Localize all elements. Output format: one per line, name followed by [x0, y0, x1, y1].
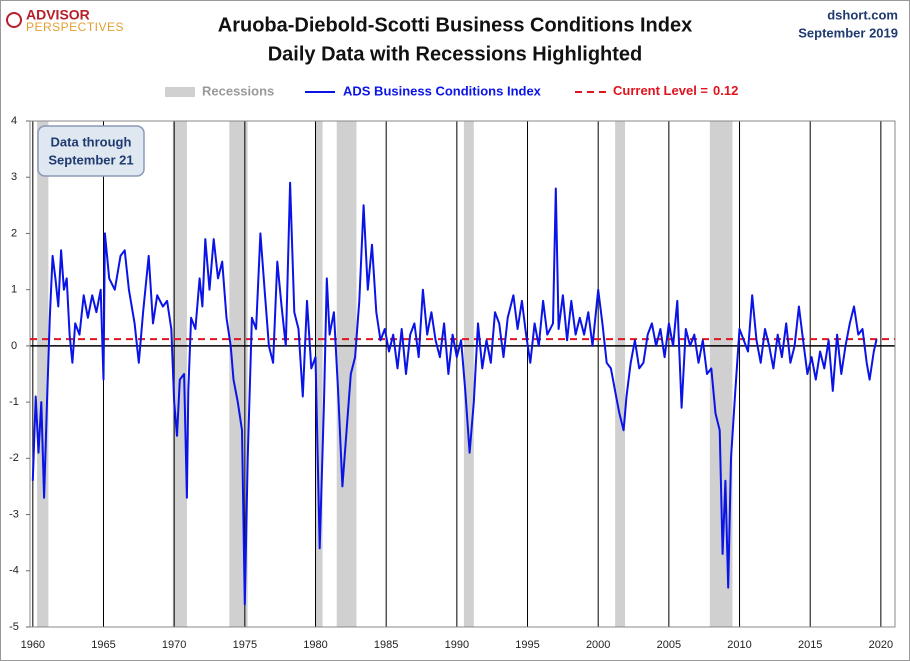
x-tick-label: 1980 — [303, 639, 327, 651]
x-tick-label: 1970 — [162, 639, 186, 651]
logo-bottom: PERSPECTIVES — [26, 20, 124, 34]
chart-title: Aruoba-Diebold-Scotti Business Condition… — [218, 14, 692, 36]
series-line — [31, 181, 878, 606]
annotation-text: Data through — [51, 134, 132, 149]
y-tick-label: 3 — [11, 171, 17, 183]
recession-band — [315, 121, 323, 627]
legend-label: Current Level = 0.12 — [613, 83, 738, 98]
plot-border — [29, 120, 896, 628]
recession-band — [615, 121, 626, 627]
chart-subtitle: Daily Data with Recessions Highlighted — [268, 43, 643, 65]
x-tick-label: 1975 — [233, 639, 257, 651]
source: dshort.com — [827, 7, 898, 22]
y-tick-label: 4 — [11, 115, 17, 127]
x-tick-label: 2015 — [798, 639, 822, 651]
y-tick-label: -3 — [9, 508, 19, 520]
recession-band — [336, 121, 357, 627]
annotation-text: September 21 — [48, 152, 133, 167]
date: September 2019 — [798, 25, 898, 40]
x-tick-label: 1960 — [21, 639, 45, 651]
recession-band — [172, 121, 187, 627]
y-tick-label: -1 — [9, 396, 19, 408]
y-tick-label: -4 — [9, 565, 19, 577]
x-tick-label: 2005 — [657, 639, 681, 651]
x-tick-label: 2020 — [869, 639, 893, 651]
logo-icon — [6, 12, 22, 28]
x-tick-label: 2010 — [727, 639, 751, 651]
x-tick-label: 1990 — [445, 639, 469, 651]
y-tick-label: 0 — [11, 340, 17, 352]
recession-band — [463, 121, 474, 627]
annotation-box — [37, 125, 145, 177]
y-tick-label: 1 — [11, 284, 17, 296]
legend-swatch — [165, 87, 195, 97]
x-tick-label: 2000 — [586, 639, 610, 651]
x-tick-label: 1985 — [374, 639, 398, 651]
legend-label: ADS Business Conditions Index — [343, 83, 542, 98]
logo-top: ADVISOR — [26, 7, 90, 23]
x-tick-label: 1965 — [91, 639, 115, 651]
x-tick-label: 1995 — [515, 639, 539, 651]
legend-label: Recessions — [202, 83, 274, 98]
legend-label-value: 0.12 — [713, 83, 738, 98]
y-tick-label: 2 — [11, 227, 17, 239]
legend-label-name: Current Level = — [613, 83, 708, 98]
recession-band — [37, 121, 49, 627]
y-tick-label: -2 — [9, 452, 19, 464]
y-tick-label: -5 — [9, 621, 19, 633]
